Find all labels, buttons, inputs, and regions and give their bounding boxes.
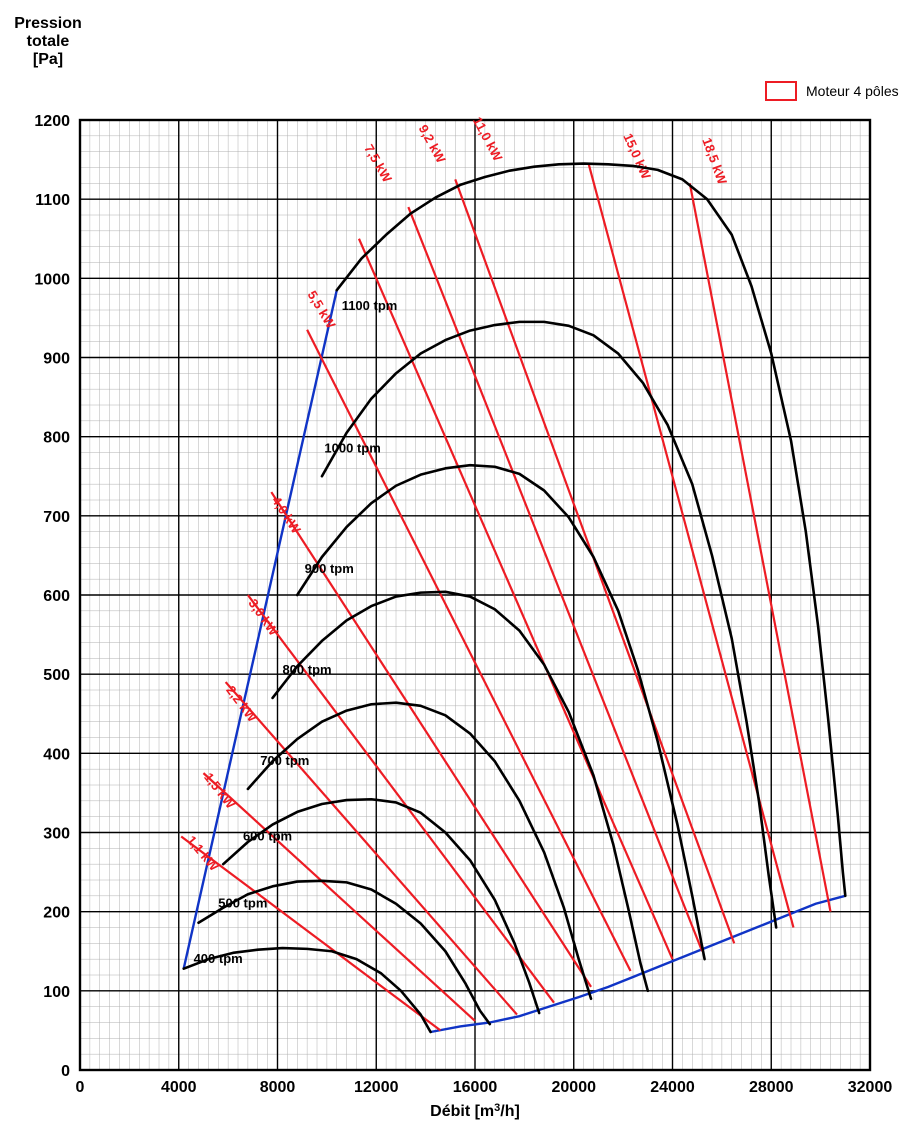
x-tick-label: 16000 <box>453 1079 498 1096</box>
x-tick-label: 28000 <box>749 1079 794 1096</box>
rpm-label: 800 tpm <box>282 662 331 677</box>
y-tick-label: 200 <box>43 905 70 922</box>
rpm-label: 500 tpm <box>218 896 267 911</box>
y-tick-label: 700 <box>43 509 70 526</box>
y-tick-label: 400 <box>43 746 70 763</box>
x-axis-title: Débit [m3/h] <box>430 1102 520 1120</box>
rpm-label: 700 tpm <box>260 753 309 768</box>
y-tick-label: 500 <box>43 667 70 684</box>
rpm-label: 1000 tpm <box>324 441 380 456</box>
y-tick-label: 600 <box>43 588 70 605</box>
y-tick-label: 100 <box>43 984 70 1001</box>
y-tick-label: 800 <box>43 430 70 447</box>
y-tick-label: 300 <box>43 826 70 843</box>
fan-performance-chart: 0 4000 8000 12000 16000 20000 24000 28000 32000 0… <box>0 0 901 1129</box>
y-tick-label: 900 <box>43 351 70 368</box>
rpm-label: 600 tpm <box>243 828 292 843</box>
x-tick-label: 8000 <box>260 1079 296 1096</box>
y-tick-label: 1200 <box>34 113 70 130</box>
rpm-label: 400 tpm <box>194 951 243 966</box>
rpm-label: 900 tpm <box>305 561 354 576</box>
x-tick-label: 12000 <box>354 1079 399 1096</box>
rpm-label: 1100 tpm <box>342 298 398 313</box>
legend-label: Moteur 4 pôles <box>806 83 899 99</box>
x-tick-label: 4000 <box>161 1079 197 1096</box>
x-tick-label: 24000 <box>650 1079 695 1096</box>
x-tick-label: 20000 <box>552 1079 597 1096</box>
y-tick-label: 1100 <box>35 192 70 209</box>
y-tick-label: 0 <box>61 1063 70 1080</box>
x-tick-label: 32000 <box>848 1079 893 1096</box>
y-tick-label: 1000 <box>34 271 70 288</box>
x-tick-label: 0 <box>76 1079 85 1096</box>
